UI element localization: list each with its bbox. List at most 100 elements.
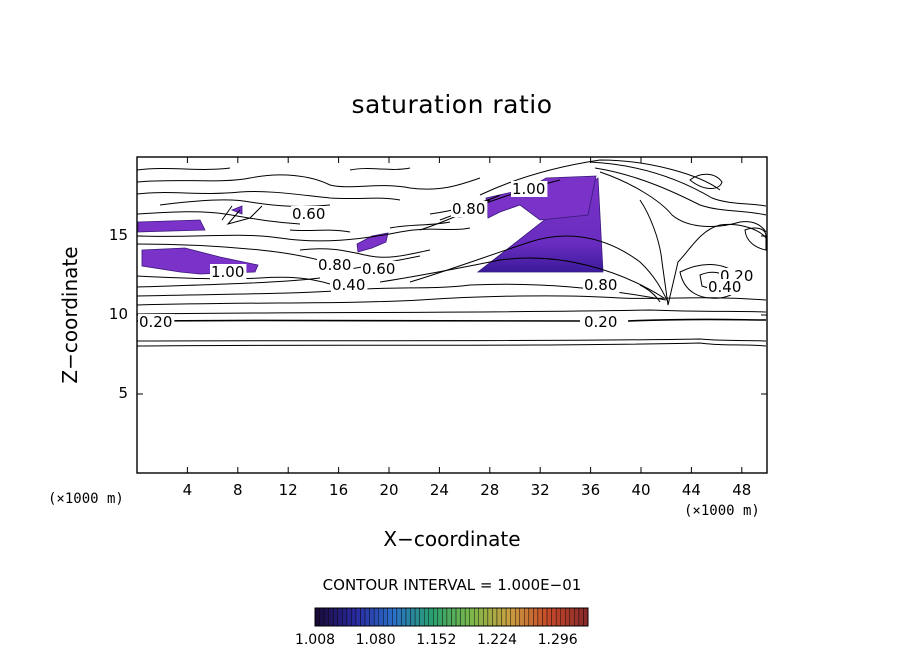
colorbar-segment <box>410 607 416 627</box>
colorbar-tick-label: 1.080 <box>355 632 396 648</box>
x-tick-label: 8 <box>233 481 243 499</box>
contour-label-bg <box>583 314 620 330</box>
colorbar-segment <box>455 607 461 627</box>
colorbar-segment <box>405 607 411 627</box>
colorbar-segment <box>319 607 325 627</box>
colorbar-segment <box>446 607 452 627</box>
colorbar-segment <box>501 607 507 627</box>
colorbar-segment <box>364 607 370 627</box>
contour-label-bg <box>138 314 175 330</box>
colorbar-segment <box>537 607 543 627</box>
colorbar-tick-label: 1.152 <box>416 632 457 648</box>
x-tick-label: 24 <box>429 481 449 499</box>
colorbar-segment <box>451 607 457 627</box>
contour-label-bg <box>361 261 398 277</box>
colorbar-tick-label: 1.008 <box>294 632 336 648</box>
x-tick-label: 40 <box>631 481 651 499</box>
colorbar-segment <box>437 607 443 627</box>
colorbar-tick-label: 1.224 <box>476 632 518 648</box>
colorbar-segment <box>519 607 525 627</box>
x-axis-ticks <box>186 157 743 473</box>
fill-region <box>230 205 243 215</box>
colorbar-segment <box>419 607 425 627</box>
colorbar-segment <box>360 607 366 627</box>
contour-label-bg <box>331 277 368 293</box>
colorbar-segment <box>546 607 552 627</box>
contour-label-bg <box>210 264 247 280</box>
colorbar-segment <box>333 607 338 627</box>
contour-label: 0.20 <box>139 313 172 331</box>
contour-labels: 0.20 0.200.200.40 0.400.600.600.800.800.80… <box>138 180 756 331</box>
colorbar-segment <box>378 607 384 627</box>
colorbar-segment <box>474 607 480 627</box>
colorbar-segment <box>505 607 511 627</box>
contour-label: 1.00 <box>211 263 244 281</box>
colorbar-segment <box>346 607 352 627</box>
colorbar-segment <box>574 607 580 627</box>
x-unit-note-right: (×1000 m) <box>684 503 760 519</box>
colorbar-segment <box>492 607 498 627</box>
x-tick-label: 32 <box>530 481 550 499</box>
colorbar-segment <box>551 607 557 627</box>
y-axis-label: Z−coordinate <box>58 246 82 384</box>
colorbar-segment <box>560 607 566 627</box>
colorbar-segment <box>578 607 584 627</box>
fill-region <box>137 219 206 233</box>
colorbar-segment <box>528 607 534 627</box>
x-tick-label: 48 <box>732 481 752 499</box>
colorbar-segment <box>428 607 434 627</box>
colorbar-segment <box>373 607 379 627</box>
contour-label: 0.60 <box>362 260 395 278</box>
colorbar-segment <box>460 607 466 627</box>
colorbar-frame <box>314 607 589 627</box>
colorbar-segment <box>478 607 484 627</box>
colorbar-segment <box>424 607 429 627</box>
contour-label: 0.80 <box>452 200 485 218</box>
colorbar-segment <box>533 607 539 627</box>
colorbar-segment <box>392 607 398 627</box>
colorbar-segment <box>469 607 475 627</box>
colorbar-segment <box>401 607 407 627</box>
colorbar-segment <box>328 607 334 627</box>
colorbar-segment <box>323 607 329 627</box>
x-unit-note-left: (×1000 m) <box>48 491 124 507</box>
contour-label: 1.00 <box>512 180 545 198</box>
contour-label: 0.40 <box>708 278 741 296</box>
colorbar-segment <box>433 607 439 627</box>
x-axis-label: X−coordinate <box>383 527 521 551</box>
colorbar-segment <box>569 607 575 627</box>
colorbar-segment <box>383 607 389 627</box>
x-tick-label: 44 <box>681 481 701 499</box>
fill-region <box>356 232 389 253</box>
colorbar-segment <box>583 607 589 627</box>
contour-label: 0.80 <box>584 276 617 294</box>
colorbar-tick-label: 1.296 <box>537 632 578 648</box>
colorbar-segment <box>387 607 393 627</box>
contour-interval-text: CONTOUR INTERVAL = 1.000E−01 <box>322 576 582 594</box>
colorbar-segment <box>496 607 502 627</box>
x-tick-label: 36 <box>581 481 601 499</box>
colorbar-segment <box>351 607 357 627</box>
x-tick-label: 16 <box>329 481 349 499</box>
colorbar-segment <box>369 607 375 627</box>
y-tick-label: 15 <box>108 226 128 244</box>
contour-label-bg <box>291 206 328 222</box>
x-tick-label: 20 <box>379 481 399 499</box>
contour-label-bg <box>317 257 354 273</box>
colorbar-segment <box>510 607 516 627</box>
contour-lines <box>136 159 767 347</box>
colorbar-segment <box>464 607 470 627</box>
contour-label: 0.40 <box>332 276 365 294</box>
x-tick-label: 12 <box>278 481 298 499</box>
colorbar-segment <box>396 607 402 627</box>
colorbar-segment <box>542 607 548 627</box>
contour-label-bg <box>451 201 488 217</box>
colorbar <box>314 607 589 627</box>
colorbar-segment <box>483 607 489 627</box>
colorbar-segment <box>314 607 320 627</box>
colorbar-segment <box>414 607 420 627</box>
colorbar-segment <box>487 607 493 627</box>
colorbar-segment <box>555 607 561 627</box>
contour-label: 0.60 <box>292 205 325 223</box>
